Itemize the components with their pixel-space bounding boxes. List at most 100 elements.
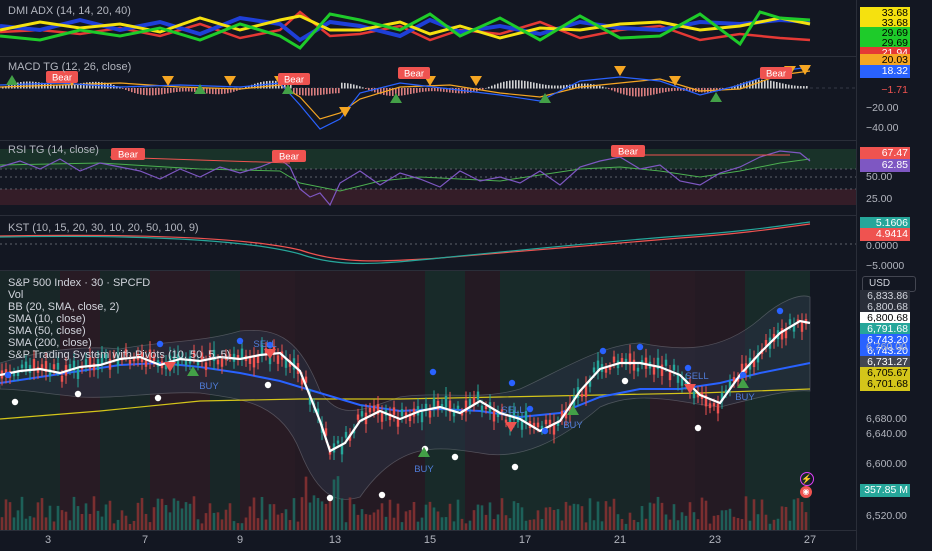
volume-bar [436,511,440,530]
macd-histogram-bar [527,81,529,89]
volume-bar [528,519,532,530]
main-legend-sma200[interactable]: SMA (200, close) [8,337,92,349]
pivot-high-marker [541,427,549,435]
candle [628,353,632,365]
candle [356,414,360,420]
kst-line [0,221,811,265]
candle [752,358,756,368]
candle [676,373,680,383]
volume-bar [316,497,320,530]
main-legend-system[interactable]: S&P Trading System with Pivots (10, 50, … [8,349,231,361]
macd-histogram-bar [767,80,769,89]
macd-histogram-bar [437,88,439,92]
volume-bar [184,502,188,530]
macd-histogram-bar [170,88,172,93]
candle [408,415,412,422]
macd-histogram-bar [221,88,223,95]
dmi-value-tag: 29.69 [860,37,910,50]
main-legend-symbol[interactable]: S&P 500 Index · 30 · SPCFD [8,277,151,289]
candle [532,422,536,429]
candle [484,405,488,410]
dmi-chart [0,10,811,50]
main-legend-bb[interactable]: BB (20, SMA, close, 2) [8,301,120,313]
sell-triangle [162,76,174,86]
dmi-pane[interactable]: DMI ADX (14, 14, 20, 40) [0,0,856,56]
macd-histogram-bar [137,88,139,94]
macd-histogram-bar [215,88,217,95]
macd-histogram-bar [551,85,553,89]
macd-histogram-bar [401,88,403,96]
macd-histogram-bar [659,88,661,94]
volume-bar [72,496,76,530]
pivot-low-marker [511,463,519,471]
macd-histogram-bar [302,88,304,96]
candle [164,361,168,370]
pivot-low-marker [326,494,334,502]
flag-icon[interactable]: ◉ [800,486,812,498]
volume-bar [172,498,176,530]
time-axis-label: 17 [518,534,532,546]
volume-bar [612,498,616,530]
candle [596,360,600,372]
volume-bar [104,504,108,530]
candle [208,350,212,360]
buy-triangle [6,75,18,85]
macd-histogram-bar [521,80,523,89]
main-legend-sma50[interactable]: SMA (50, close) [8,325,86,337]
bear-label-box [611,145,645,157]
rsi-pane[interactable]: Bear Bear Bear RSI TG (14, close) [0,141,856,215]
candle [104,354,108,359]
volume-bar [12,517,16,530]
candle [604,368,608,373]
pane-separator[interactable] [0,270,932,271]
flash-icon[interactable]: ⚡ [800,472,814,486]
volume-bar [124,515,128,530]
macd-histogram-bar [647,88,649,96]
macd-histogram-bar [191,88,193,92]
pane-separator[interactable] [0,140,932,141]
volume-bar [276,514,280,530]
candle [268,355,272,365]
pane-separator[interactable] [0,56,932,57]
time-axis-label: 9 [236,534,244,546]
candle [788,319,792,325]
macd-histogram-bar [53,84,55,89]
volume-bar [296,521,300,530]
macd-pane[interactable]: Bear Bear Bear Bear MACD TG (12, 26, close) [0,57,856,140]
macd-histogram-bar [86,82,88,89]
macd-value-tag: 20.03 [860,54,910,67]
candle [316,408,320,417]
macd-histogram-bar [413,88,415,94]
candle [592,367,596,373]
main-price-pane[interactable]: BUY BUY BUY BUY SELL SELL SELL S&P 500 Index ·… [0,271,856,530]
pivot-low-marker [451,453,459,461]
macd-histogram-bar [524,80,526,89]
candle [716,403,720,414]
pivot-high-marker [739,371,747,379]
macd-histogram-bar [344,82,346,89]
pane-separator[interactable] [0,215,932,216]
volume-bar [676,520,680,530]
candle [660,364,664,376]
macd-histogram-bar [47,83,49,89]
trend-band [100,271,150,530]
volume-bar [444,517,448,530]
volume-bar [804,512,808,530]
macd-histogram-bar [782,83,784,89]
kst-pane[interactable]: KST (10, 15, 20, 30, 10, 20, 50, 100, 9) [0,216,856,270]
macd-histogram-bar [674,88,676,91]
candle [512,410,516,420]
candle [800,321,804,332]
macd-histogram-bar [761,79,763,89]
candle [580,393,584,398]
macd-histogram-bar [377,88,379,94]
macd-histogram-bar [20,81,22,89]
volume-bar [0,517,4,530]
macd-histogram-bar [503,81,505,89]
macd-histogram-bar [341,82,343,89]
main-legend-vol[interactable]: Vol [8,289,24,301]
macd-histogram-bar [482,88,484,90]
main-legend-sma10[interactable]: SMA (10, close) [8,313,86,325]
time-axis[interactable] [0,530,856,551]
macd-histogram-bar [152,88,154,96]
